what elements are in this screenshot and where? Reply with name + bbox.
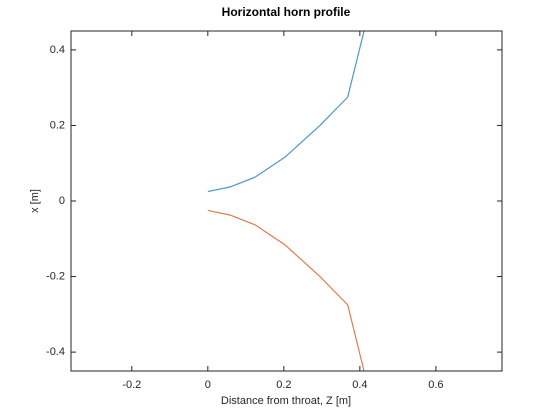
y-tick-label: 0.4 (50, 44, 65, 56)
x-tick-label: -0.2 (122, 379, 141, 391)
y-axis-label: x [m] (29, 189, 41, 213)
x-tick-label: 0.6 (428, 379, 443, 391)
data-line (207, 209, 365, 371)
x-tick-label: 0 (205, 379, 211, 391)
chart-title: Horizontal horn profile (222, 5, 351, 19)
x-axis-label: Distance from throat, Z [m] (221, 395, 351, 407)
x-tick-label: 0.4 (352, 379, 367, 391)
y-tick-label: 0 (59, 195, 65, 207)
axes-box (70, 30, 503, 372)
x-tick-label: 0.2 (276, 379, 291, 391)
y-tick-label: 0.2 (50, 119, 65, 131)
y-tick-label: -0.4 (46, 346, 65, 358)
y-tick-label: -0.2 (46, 270, 65, 282)
data-line (207, 31, 365, 193)
